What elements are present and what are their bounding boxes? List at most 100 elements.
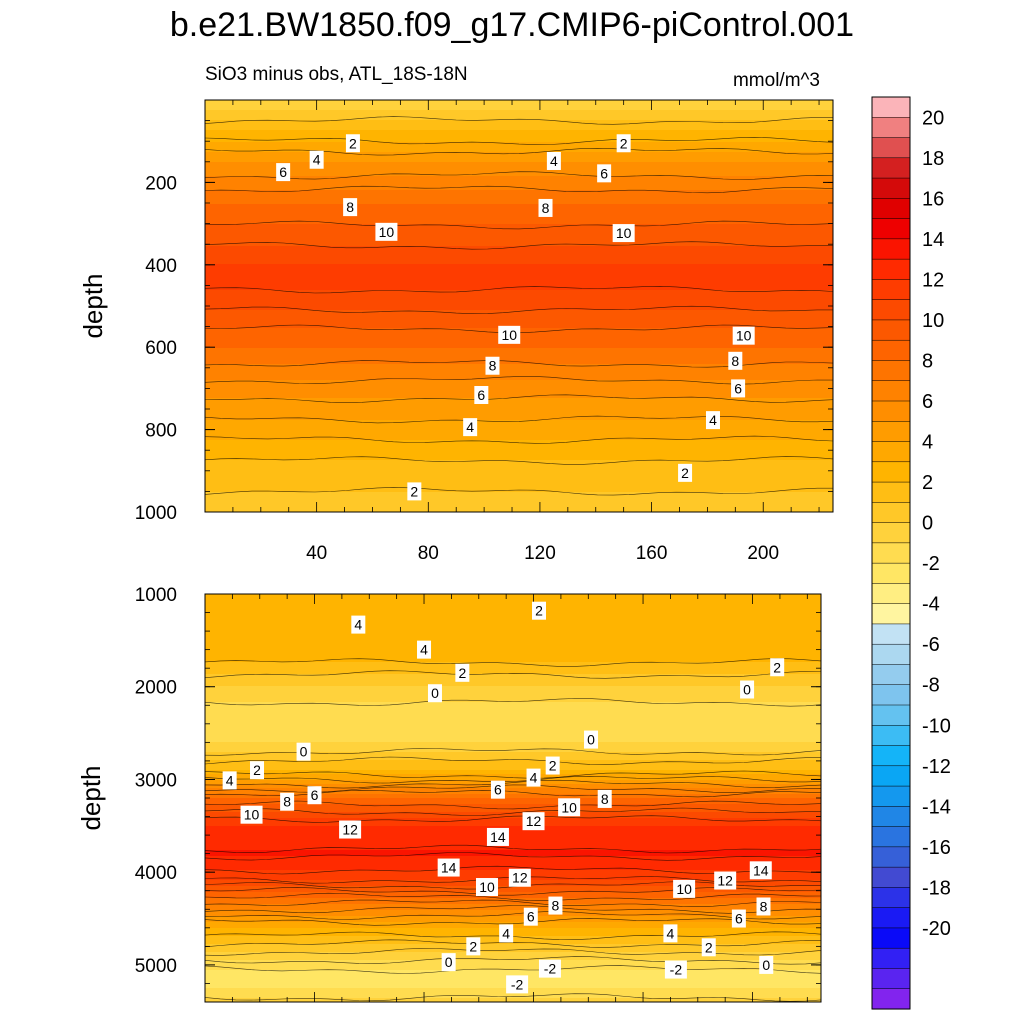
lower-field-band	[205, 724, 821, 727]
upper-contour-line	[205, 137, 833, 145]
contour-label: 8	[601, 791, 609, 807]
upper-field-band	[205, 454, 833, 457]
lower-field-band	[205, 648, 821, 651]
upper-contour-line	[205, 285, 833, 294]
upper-field-band	[205, 354, 833, 357]
lower-field-band	[205, 796, 821, 799]
lower-field-band	[205, 668, 821, 671]
contour-label-bg	[749, 861, 772, 880]
upper-field-band	[205, 110, 833, 113]
colorbar-swatch	[871, 117, 911, 139]
contour-label-bg	[506, 975, 529, 994]
contour-label: 6	[494, 782, 502, 798]
upper-field-band	[205, 190, 833, 193]
upper-field-band	[205, 440, 833, 443]
contour-label: 4	[550, 153, 558, 169]
lower-field-band	[205, 712, 821, 715]
lower-field-band	[205, 608, 821, 611]
lower-field-band	[205, 722, 821, 725]
contour-label-bg	[280, 792, 295, 811]
upper-field-band	[205, 506, 833, 509]
contour-label: 0	[431, 685, 439, 701]
contour-label: 6	[735, 911, 743, 927]
upper-field-band	[205, 128, 833, 131]
lower-field-band	[205, 706, 821, 709]
upper-field-band	[205, 276, 833, 279]
lower-field-band	[205, 690, 821, 693]
colorbar-swatch	[871, 319, 911, 341]
lower-field-band	[205, 726, 821, 729]
upper-field-band	[205, 504, 833, 507]
contour-label-bg	[705, 411, 720, 430]
colorbar-swatch	[871, 725, 911, 747]
contour-label-bg	[597, 789, 612, 808]
contour-label: 4	[420, 642, 428, 658]
lower-field-band	[205, 840, 821, 843]
lower-field-band	[205, 656, 821, 659]
lower-field-band	[205, 696, 821, 699]
contour-label: 4	[667, 925, 675, 941]
upper-x-tick-label: 80	[418, 543, 439, 564]
upper-field-band	[205, 476, 833, 479]
upper-field-band	[205, 318, 833, 321]
upper-field-band	[205, 184, 833, 187]
lower-field-band	[205, 708, 821, 711]
upper-contour-line	[205, 456, 833, 465]
lower-field-band	[205, 798, 821, 801]
lower-field-band	[205, 764, 821, 767]
colorbar-swatch	[871, 522, 911, 544]
upper-field-band	[205, 352, 833, 355]
lower-contour-line	[205, 670, 821, 679]
upper-field-band	[205, 364, 833, 367]
colorbar-swatch	[871, 988, 911, 1010]
upper-field-band	[205, 446, 833, 449]
colorbar-swatch	[871, 218, 911, 240]
lower-field-band	[205, 622, 821, 625]
upper-field-band	[205, 230, 833, 233]
colorbar-swatch	[871, 562, 911, 584]
lower-field-band	[205, 816, 821, 819]
upper-field-band	[205, 388, 833, 391]
lower-field-band	[205, 614, 821, 617]
upper-field-band	[205, 146, 833, 149]
colorbar-swatch	[871, 421, 911, 443]
contour-label: 12	[512, 870, 528, 886]
lower-field-band	[205, 740, 821, 743]
contour-label-bg	[612, 224, 635, 243]
contour-label-bg	[522, 812, 545, 831]
contour-label: 2	[773, 659, 781, 675]
lower-field-band	[205, 618, 821, 621]
contour-label: 6	[527, 909, 535, 925]
contour-label-bg	[309, 150, 324, 169]
upper-field-band	[205, 412, 833, 415]
upper-field-band	[205, 300, 833, 303]
lower-y-tick-label: 5000	[135, 956, 177, 977]
upper-field-band	[205, 130, 833, 133]
upper-field-band	[205, 132, 833, 135]
upper-field-band	[205, 348, 833, 351]
lower-field-band	[205, 950, 821, 953]
upper-contour-line	[205, 394, 833, 404]
contour-label-bg	[740, 680, 755, 699]
upper-field-band	[205, 312, 833, 315]
upper-y-tick-label: 200	[145, 173, 177, 194]
upper-field-band	[205, 206, 833, 209]
upper-field-band	[205, 274, 833, 277]
upper-field-band	[205, 360, 833, 363]
lower-field-band	[205, 760, 821, 763]
upper-field-band	[205, 496, 833, 499]
upper-field-band	[205, 474, 833, 477]
lower-field-band	[205, 818, 821, 821]
lower-field-band	[205, 716, 821, 719]
contour-label-bg	[375, 222, 398, 241]
lower-field-band	[205, 676, 821, 679]
upper-field-band	[205, 422, 833, 425]
contour-label-bg	[664, 960, 687, 979]
lower-field-band	[205, 974, 821, 977]
upper-field-band	[205, 486, 833, 489]
lower-field-band	[205, 944, 821, 947]
upper-field-band	[205, 160, 833, 163]
upper-field-band	[205, 484, 833, 487]
upper-field-band	[205, 208, 833, 211]
upper-field-band	[205, 242, 833, 245]
